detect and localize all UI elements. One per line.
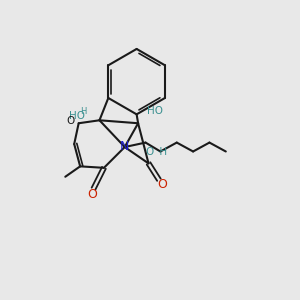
Text: HO: HO: [69, 111, 85, 121]
Text: H: H: [80, 107, 86, 116]
Text: O: O: [87, 188, 97, 201]
Text: O: O: [157, 178, 167, 191]
Text: HO: HO: [147, 106, 163, 116]
Text: N: N: [119, 140, 129, 153]
Text: O: O: [67, 116, 75, 126]
Text: O: O: [145, 147, 153, 158]
Text: ·H: ·H: [157, 147, 168, 158]
